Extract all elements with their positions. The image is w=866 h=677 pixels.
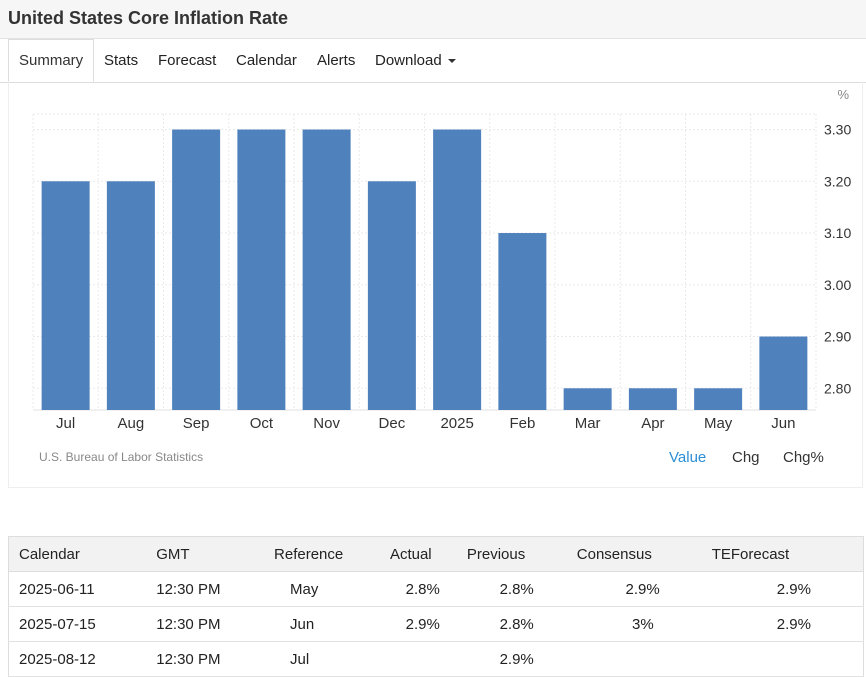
y-tick-label: 3.20 (824, 173, 851, 189)
reference-cell: Jul (258, 641, 360, 677)
y-axis-labels: 3.30 3.20 3.10 3.00 2.90 2.80 (824, 122, 851, 397)
previous-cell: 2.8% (451, 606, 550, 642)
consensus-cell: 3% (549, 606, 673, 642)
time-cell: 12:30 PM (156, 606, 259, 642)
actual-cell: 2.8% (359, 571, 452, 607)
bar-chart: Jul Aug Sep Oct Nov Dec 2025 Feb Mar Apr May Jun 3.… (32, 87, 851, 432)
x-tick-label: Sep (183, 415, 210, 432)
chart-grid (32, 113, 817, 411)
bar[interactable] (759, 336, 808, 410)
tab-summary[interactable]: Summary (8, 39, 95, 82)
time-cell: 12:30 PM (156, 571, 259, 607)
tab-alerts[interactable]: Alerts (317, 52, 356, 69)
date-cell: 2025-06-11 (8, 571, 157, 607)
y-tick-label: 3.00 (824, 277, 851, 293)
bar[interactable] (106, 181, 155, 410)
chart-bars (41, 129, 808, 410)
column-header: Previous (451, 536, 550, 572)
y-tick-label: 3.10 (824, 225, 851, 241)
teforecast-cell: 2.9% (672, 606, 864, 642)
x-tick-label: Dec (379, 415, 406, 432)
bar[interactable] (302, 129, 351, 410)
bar[interactable] (367, 181, 416, 410)
chg-percent-button[interactable]: Chg% (783, 449, 824, 466)
table-row: 2025-06-11 12:30 PM May 2.8% 2.8% 2.9% 2… (8, 571, 864, 607)
x-tick-label: May (704, 415, 733, 432)
bar[interactable] (628, 388, 677, 410)
x-tick-label: Oct (250, 415, 274, 432)
time-cell: 12:30 PM (156, 641, 259, 677)
chg-button[interactable]: Chg (732, 449, 760, 466)
previous-cell: 2.9% (451, 641, 550, 677)
reference-cell: Jun (258, 606, 360, 642)
bar[interactable] (237, 129, 286, 410)
previous-cell: 2.8% (451, 571, 550, 607)
date-cell: 2025-08-12 (8, 641, 157, 677)
column-header: TEForecast (672, 536, 864, 572)
tab-stats[interactable]: Stats (104, 52, 139, 69)
column-header: Consensus (549, 536, 673, 572)
tab-bar: Summary Stats Forecast Calendar Alerts D… (0, 39, 866, 83)
date-cell: 2025-07-15 (8, 606, 157, 642)
x-tick-label: Feb (509, 415, 535, 432)
bar[interactable] (41, 181, 90, 410)
x-tick-label: Jun (771, 415, 795, 432)
source-label: U.S. Bureau of Labor Statistics (39, 450, 204, 464)
x-tick-label: Mar (575, 415, 601, 432)
tab-download[interactable]: Download (375, 39, 456, 82)
bar[interactable] (498, 233, 547, 410)
page-title: United States Core Inflation Rate (8, 8, 289, 28)
x-tick-label: Aug (118, 415, 145, 432)
x-tick-label: Jul (56, 415, 75, 432)
column-header: Actual (359, 536, 452, 572)
table-header-row: Calendar GMT Reference Actual Previous C… (8, 536, 864, 572)
bar[interactable] (694, 388, 743, 410)
title-bar: United States Core Inflation Rate (0, 0, 866, 39)
consensus-cell (549, 641, 673, 677)
column-header: GMT (156, 536, 259, 572)
table-row: 2025-07-15 12:30 PM Jun 2.9% 2.8% 3% 2.9… (8, 606, 864, 642)
bar[interactable] (433, 129, 482, 410)
teforecast-cell (672, 641, 864, 677)
actual-cell (359, 641, 452, 677)
reference-cell: May (258, 571, 360, 607)
column-header: Reference (258, 536, 360, 572)
tab-calendar[interactable]: Calendar (236, 52, 297, 69)
x-tick-label: 2025 (440, 415, 473, 432)
bar[interactable] (563, 388, 612, 410)
value-button[interactable]: Value (669, 449, 707, 466)
consensus-cell: 2.9% (549, 571, 673, 607)
tab-forecast[interactable]: Forecast (158, 52, 217, 69)
actual-cell: 2.9% (359, 606, 452, 642)
column-header: Calendar (8, 536, 157, 572)
tab-download-label: Download (375, 52, 442, 69)
y-axis-unit: % (837, 87, 849, 102)
calendar-table: Calendar GMT Reference Actual Previous C… (8, 536, 864, 677)
teforecast-cell: 2.9% (672, 571, 864, 607)
x-axis-labels: Jul Aug Sep Oct Nov Dec 2025 Feb Mar Apr May Jun (56, 415, 795, 432)
y-tick-label: 2.80 (824, 380, 851, 396)
chart-panel (8, 82, 863, 488)
y-tick-label: 3.30 (824, 122, 851, 138)
bar[interactable] (172, 129, 221, 410)
table-row: 2025-08-12 12:30 PM Jul 2.9% (8, 641, 864, 677)
caret-down-icon (447, 59, 456, 64)
x-tick-label: Apr (641, 415, 664, 432)
x-tick-label: Nov (313, 415, 340, 432)
y-tick-label: 2.90 (824, 329, 851, 345)
